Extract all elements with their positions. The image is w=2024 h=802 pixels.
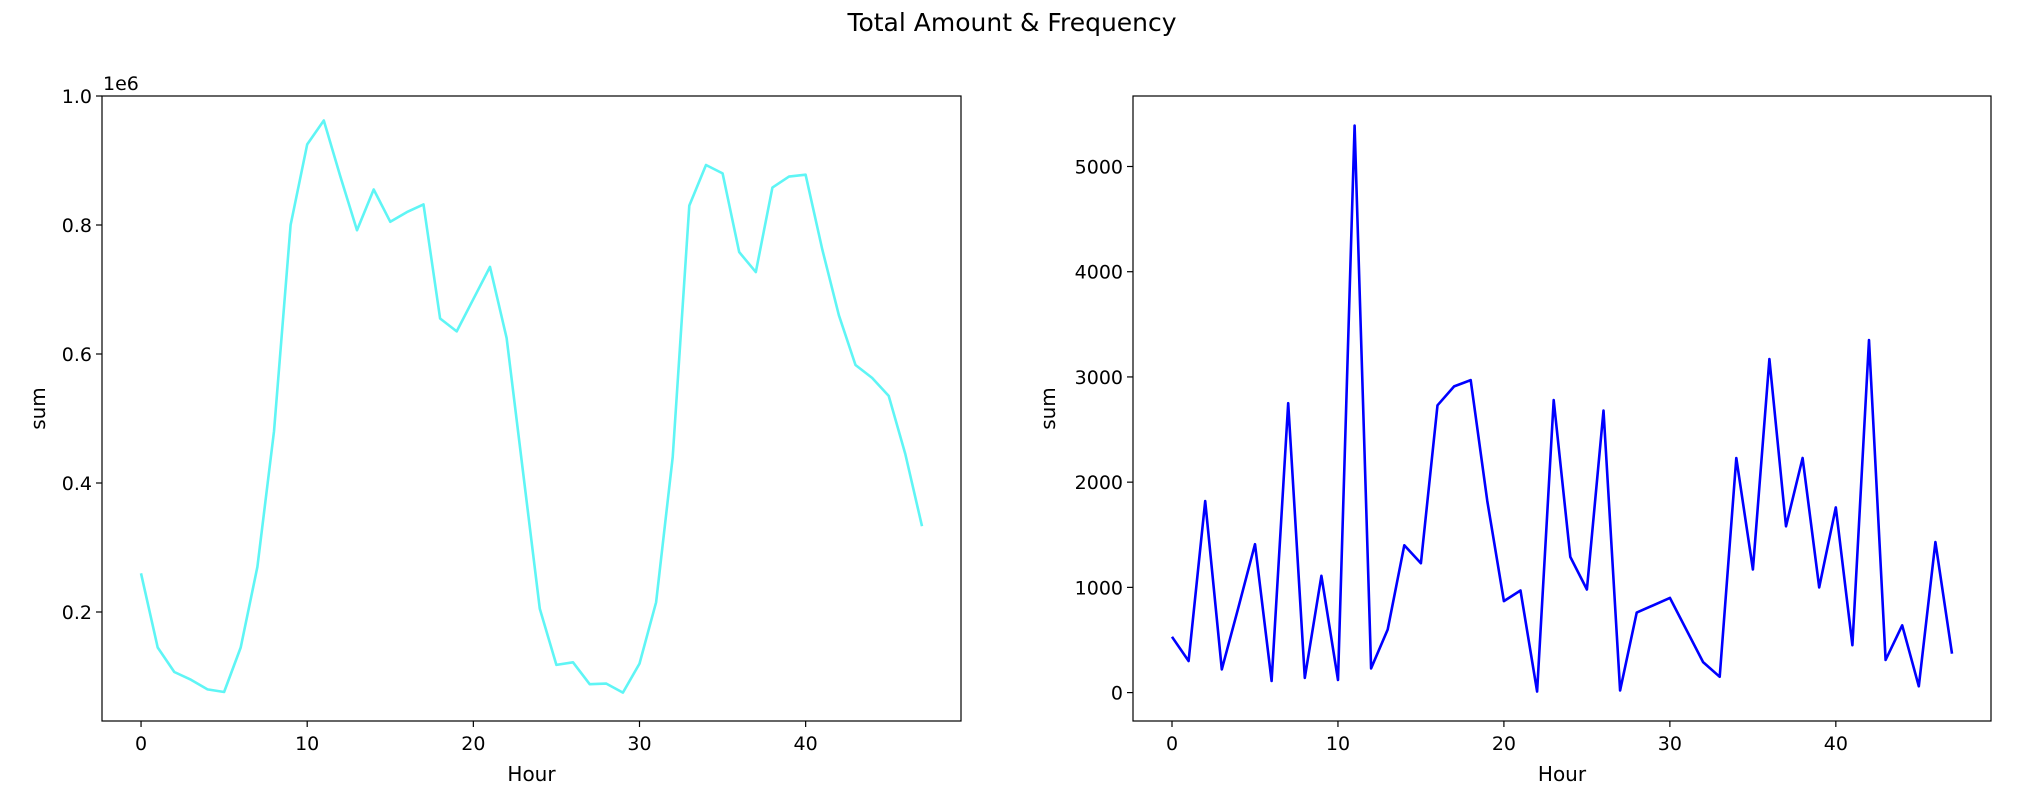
y-tick-label: 0.6	[62, 344, 92, 366]
chart-2: 0 10 20 30 40 0 1000 2000 3000 4000 5000 Hour sum	[1036, 95, 1992, 786]
plot-frame	[101, 95, 962, 722]
y-offset-label: 1e6	[103, 73, 139, 95]
x-tick-label: 40	[1824, 733, 1848, 755]
series-line	[1170, 124, 1954, 693]
y-tick-label: 2000	[1075, 472, 1123, 494]
y-tick-label: 5000	[1075, 156, 1123, 178]
y-tick-label: 0.4	[62, 473, 92, 495]
x-tick-label: 40	[794, 733, 818, 755]
x-tick-label: 10	[295, 733, 319, 755]
y-tick-label: 0.2	[62, 602, 92, 624]
x-axis-label: Hour	[507, 762, 556, 786]
figure-title: Total Amount & Frequency	[847, 8, 1177, 37]
y-tick-label: 3000	[1075, 367, 1123, 389]
x-tick-label: 10	[1326, 733, 1350, 755]
x-tick-label: 30	[627, 733, 651, 755]
plot-frame	[1132, 95, 1992, 722]
y-tick-label: 0.8	[62, 215, 92, 237]
y-axis-label: sum	[1036, 387, 1060, 430]
x-tick-label: 30	[1658, 733, 1682, 755]
y-tick-label: 1000	[1075, 577, 1123, 599]
y-tick-label: 1.0	[62, 86, 92, 108]
y-tick-label: 4000	[1075, 262, 1123, 284]
x-tick-label: 20	[461, 733, 485, 755]
x-axis-label: Hour	[1538, 762, 1587, 786]
x-tick-label: 0	[135, 733, 147, 755]
x-tick-label: 20	[1492, 733, 1516, 755]
chart-1: 0 10 20 30 40 0.2 0.4 0.6 0.8 1.0 1e6 Hour sum	[26, 73, 962, 786]
series-line	[139, 119, 924, 694]
y-tick-label: 0	[1111, 683, 1123, 705]
x-tick-label: 0	[1166, 733, 1178, 755]
y-axis-label: sum	[26, 387, 50, 430]
